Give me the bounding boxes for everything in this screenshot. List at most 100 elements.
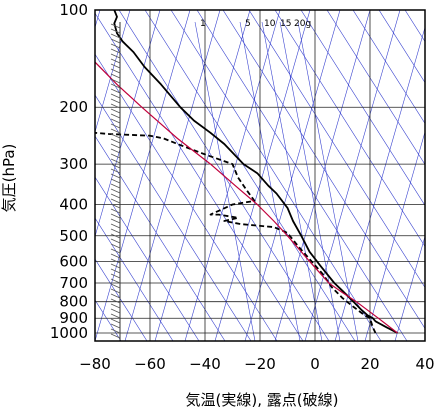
x-tick-label: 20 (360, 355, 379, 373)
dewpoint-line (95, 131, 377, 334)
x-tick-label: −20 (244, 355, 276, 373)
wind-barb (110, 308, 121, 314)
mixing-ratio-label: 20g (294, 19, 311, 29)
wind-barb (110, 293, 121, 299)
dry-adiabat-line (352, 10, 425, 125)
wind-barb (110, 133, 121, 139)
wind-barb (110, 203, 121, 209)
wind-barb (110, 128, 121, 134)
wind-barb (110, 43, 121, 49)
dry-adiabat-line (274, 10, 425, 247)
wind-barb (110, 188, 121, 194)
y-tick-label: 200 (59, 98, 88, 116)
y-tick-label: 800 (59, 293, 88, 311)
y-axis-title: 気圧(hPa) (0, 144, 18, 213)
wind-barb (110, 313, 121, 319)
dry-adiabat-line (248, 10, 425, 288)
mixing-ratio-label: 10 (264, 19, 276, 29)
dry-adiabat-line (300, 10, 425, 207)
wind-barb (110, 53, 121, 59)
dry-adiabat-line (404, 10, 425, 43)
x-tick-label: −60 (134, 355, 166, 373)
wind-barb (110, 118, 121, 124)
wind-barb (110, 23, 121, 29)
wind-barb (110, 78, 121, 84)
isotherm-line (424, 339, 425, 341)
y-tick-label: 400 (59, 195, 88, 213)
wind-barb (110, 333, 121, 339)
wind-barb (110, 183, 121, 189)
wind-barb (110, 198, 121, 204)
y-tick-label: 300 (59, 155, 88, 173)
wind-barb (110, 173, 121, 179)
x-axis-title: 気温(実線), 露点(破線) (186, 391, 339, 409)
y-tick-label: 600 (59, 252, 88, 270)
mixing-ratio-labels: 1 5 10 15 20g (200, 19, 311, 29)
wind-barb (110, 153, 121, 159)
mixing-ratio-line (239, 21, 301, 341)
wind-barb (110, 103, 121, 109)
wind-barb (110, 213, 121, 219)
wind-barb (110, 233, 121, 239)
wind-barb (110, 168, 121, 174)
wind-barb (110, 298, 121, 304)
parcel-line (95, 61, 398, 334)
wind-barb (110, 218, 121, 224)
wind-barb (110, 93, 121, 99)
isotherm-line (154, 10, 251, 341)
y-tick-label: 100 (59, 1, 88, 19)
dry-adiabat-line (95, 258, 148, 341)
wind-barb (110, 193, 121, 199)
wind-barb (110, 143, 121, 149)
plot-frame (94, 9, 426, 342)
wind-barb (110, 273, 121, 279)
mixing-ratio-label: 1 (200, 19, 206, 29)
wind-barb (110, 323, 121, 329)
y-tick-label: 1000 (50, 324, 88, 342)
wind-barb (110, 318, 121, 324)
wind-barb (110, 268, 121, 274)
wind-barb (110, 158, 121, 164)
wind-barb (110, 148, 121, 154)
dry-adiabat-line (95, 217, 174, 341)
x-tick-label: 0 (310, 355, 320, 373)
wind-barb (110, 208, 121, 214)
x-tick-labels: −80 −60 −40 −20 0 20 40 (79, 355, 434, 373)
wind-barb (110, 223, 121, 229)
x-tick-label: −40 (189, 355, 221, 373)
wind-barb (110, 68, 121, 74)
wind-barb (110, 258, 121, 264)
wind-barb (110, 253, 121, 259)
isotherm-line (274, 10, 371, 341)
wind-barb (110, 278, 121, 284)
wind-barb (110, 88, 121, 94)
isotherm-line (334, 26, 425, 341)
wind-barb (110, 328, 121, 334)
wind-barb (110, 303, 121, 309)
dry-adiabat-line (222, 10, 425, 329)
wind-barb (110, 243, 121, 249)
wind-barbs (110, 22, 121, 341)
isotherm-line (124, 10, 221, 341)
gridlines (95, 10, 425, 341)
isotherm-line (95, 10, 191, 341)
dry-adiabat-line (378, 10, 425, 84)
dry-adiabat-line (144, 10, 356, 341)
mixing-ratio-label: 15 (280, 19, 291, 29)
y-tick-label: 500 (59, 227, 88, 245)
wind-barb (110, 163, 121, 169)
mixing-ratio-line (261, 21, 323, 341)
wind-barb (110, 98, 121, 104)
temperature-line (113, 10, 398, 334)
wind-barb (110, 288, 121, 294)
wind-barb (110, 108, 121, 114)
wind-barb (110, 138, 121, 144)
wind-barb (110, 248, 121, 254)
data-series (95, 10, 398, 334)
wind-barb (110, 58, 121, 64)
wind-barb (110, 123, 121, 129)
isotherm-line (304, 10, 401, 341)
isotherm-line (214, 10, 311, 341)
